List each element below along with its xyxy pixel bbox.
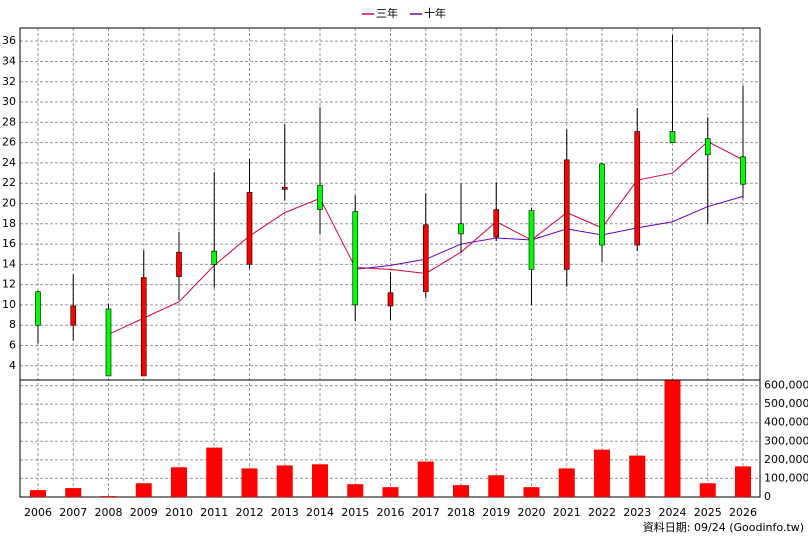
candle-body [211, 250, 218, 265]
y-tick-label: 20 [2, 196, 16, 209]
x-tick-label: 2024 [659, 506, 687, 519]
candle-body [458, 223, 464, 235]
y2-tick-label: 200,000 [764, 453, 808, 466]
x-tick-label: 2014 [306, 506, 334, 519]
candle-body [281, 186, 288, 190]
y-tick-label: 32 [2, 75, 16, 88]
source-note: 資料日期: 09/24 (Goodinfo.tw) [643, 520, 804, 534]
x-tick-label: 2008 [95, 506, 123, 519]
x-tick-label: 2018 [447, 506, 475, 519]
volume-bar [558, 468, 575, 497]
ma-line [355, 195, 744, 270]
x-tick-label: 2021 [553, 506, 581, 519]
candle-body [352, 211, 359, 306]
volume-bar [488, 475, 505, 497]
volume-bar [523, 487, 540, 497]
x-tick-label: 2025 [694, 506, 722, 519]
y2-tick-label: 500,000 [764, 397, 808, 410]
candle-body [35, 291, 41, 326]
y2-tick-label: 400,000 [764, 416, 808, 429]
candle-body [387, 292, 394, 307]
y-tick-label: 12 [2, 278, 16, 291]
x-tick-label: 2010 [165, 506, 193, 519]
candle-body [669, 131, 676, 143]
volume-bar [629, 455, 646, 497]
y-tick-label: 26 [2, 136, 16, 149]
volume-bar [664, 380, 681, 497]
candle-body [422, 224, 429, 293]
volume-bar [171, 467, 187, 497]
x-tick-label: 2020 [518, 506, 546, 519]
y2-tick-label: 0 [764, 490, 771, 503]
x-tick-label: 2007 [59, 506, 87, 519]
y-tick-label: 34 [2, 54, 16, 67]
x-tick-label: 2022 [588, 506, 616, 519]
x-tick-label: 2023 [623, 506, 651, 519]
volume-bar [347, 484, 364, 497]
y-tick-label: 18 [2, 217, 16, 230]
volume-bar [594, 449, 610, 497]
candle-body [493, 209, 500, 238]
y-tick-label: 22 [2, 176, 16, 189]
volume-bar [417, 461, 434, 497]
volume-bar [276, 465, 293, 497]
volume-bar [453, 485, 469, 497]
volume-bar [312, 464, 328, 497]
candle-body [528, 210, 535, 270]
volume-bar [135, 483, 152, 497]
y-tick-label: 16 [2, 237, 16, 250]
volume-bar [735, 466, 751, 497]
y-tick-label: 8 [9, 318, 16, 331]
y2-tick-label: 300,000 [764, 434, 808, 447]
y2-tick-label: 600,000 [764, 379, 808, 392]
x-tick-label: 2015 [341, 506, 369, 519]
x-tick-label: 2017 [412, 506, 440, 519]
y-tick-label: 6 [9, 339, 16, 352]
y-tick-label: 36 [2, 34, 16, 47]
candle-body [704, 138, 711, 156]
x-tick-label: 2009 [130, 506, 158, 519]
candle-body [140, 277, 147, 377]
y-tick-label: 30 [2, 95, 16, 108]
x-tick-label: 2013 [271, 506, 299, 519]
legend-label: 十年 [424, 6, 446, 20]
volume-bar [699, 483, 716, 497]
candle-body [599, 163, 605, 246]
y2-tick-label: 100,000 [764, 471, 808, 484]
x-tick-label: 2011 [200, 506, 228, 519]
candle-body [317, 184, 323, 210]
y-tick-label: 28 [2, 115, 16, 128]
candle-body [176, 251, 182, 277]
candle-body [246, 192, 253, 265]
candle-body [634, 131, 641, 246]
y-tick-label: 14 [2, 257, 16, 270]
candle-body [70, 305, 77, 326]
candle-body [563, 159, 570, 270]
x-tick-label: 2019 [482, 506, 510, 519]
y-tick-label: 4 [9, 359, 16, 372]
candle-body [740, 156, 746, 185]
x-tick-label: 2006 [24, 506, 52, 519]
volume-bar [206, 447, 223, 497]
volume-bar [65, 488, 82, 497]
volume-bar [382, 487, 399, 497]
y-tick-label: 10 [2, 298, 16, 311]
legend-label: 三年 [376, 6, 398, 20]
x-tick-label: 2016 [377, 506, 405, 519]
volume-bar [30, 490, 46, 497]
volume-bar [100, 496, 117, 497]
x-tick-label: 2026 [729, 506, 757, 519]
candle-body [105, 308, 112, 377]
x-tick-label: 2012 [236, 506, 264, 519]
volume-bar [241, 468, 258, 497]
y-tick-label: 24 [2, 156, 16, 169]
